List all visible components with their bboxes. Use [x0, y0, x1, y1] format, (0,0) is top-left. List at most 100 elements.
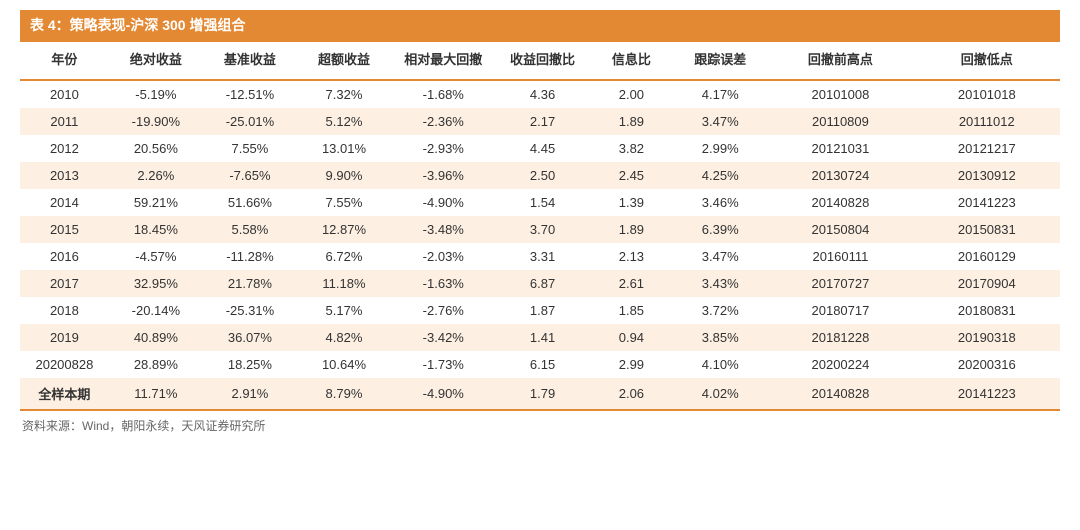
- table-cell: 3.82: [590, 135, 674, 162]
- table-cell: 20140828: [767, 378, 913, 410]
- table-cell: 2010: [20, 80, 109, 108]
- table-cell: 2011: [20, 108, 109, 135]
- table-cell: 7.55%: [203, 135, 297, 162]
- table-cell: 9.90%: [297, 162, 391, 189]
- table-cell: 2.13: [590, 243, 674, 270]
- table-cell: -4.57%: [109, 243, 203, 270]
- table-cell: 20130912: [914, 162, 1060, 189]
- table-cell: 1.89: [590, 108, 674, 135]
- table-cell: 20160129: [914, 243, 1060, 270]
- table-cell: 2.99: [590, 351, 674, 378]
- table-cell: 20200224: [767, 351, 913, 378]
- table-cell: 6.39%: [673, 216, 767, 243]
- table-cell: 2012: [20, 135, 109, 162]
- table-cell: 7.55%: [297, 189, 391, 216]
- table-row: 2020082828.89%18.25%10.64%-1.73%6.152.99…: [20, 351, 1060, 378]
- col-header: 回撤低点: [914, 41, 1060, 80]
- table-cell: 5.12%: [297, 108, 391, 135]
- table-cell: -3.42%: [391, 324, 496, 351]
- table-row: 201220.56%7.55%13.01%-2.93%4.453.822.99%…: [20, 135, 1060, 162]
- table-cell: -2.36%: [391, 108, 496, 135]
- table-cell: 5.17%: [297, 297, 391, 324]
- table-cell: -7.65%: [203, 162, 297, 189]
- table-cell: 20200828: [20, 351, 109, 378]
- table-cell: 4.10%: [673, 351, 767, 378]
- table-row: 全样本期11.71%2.91%8.79%-4.90%1.792.064.02%2…: [20, 378, 1060, 410]
- table-cell: 4.25%: [673, 162, 767, 189]
- table-cell: 20141223: [914, 189, 1060, 216]
- table-cell: 36.07%: [203, 324, 297, 351]
- col-header: 回撤前高点: [767, 41, 913, 80]
- table-row: 2011-19.90%-25.01%5.12%-2.36%2.171.893.4…: [20, 108, 1060, 135]
- table-title: 表 4：策略表现-沪深 300 增强组合: [20, 10, 1060, 40]
- table-cell: 3.85%: [673, 324, 767, 351]
- table-cell: 20140828: [767, 189, 913, 216]
- table-cell: 6.15: [496, 351, 590, 378]
- table-cell: 32.95%: [109, 270, 203, 297]
- table-cell: -12.51%: [203, 80, 297, 108]
- table-cell: 1.54: [496, 189, 590, 216]
- table-cell: 3.72%: [673, 297, 767, 324]
- table-cell: 2017: [20, 270, 109, 297]
- table-row: 20132.26%-7.65%9.90%-3.96%2.502.454.25%2…: [20, 162, 1060, 189]
- table-cell: -20.14%: [109, 297, 203, 324]
- table-cell: 20150804: [767, 216, 913, 243]
- table-cell: -3.48%: [391, 216, 496, 243]
- table-cell: 2.06: [590, 378, 674, 410]
- table-cell: 28.89%: [109, 351, 203, 378]
- table-cell: 20121031: [767, 135, 913, 162]
- col-header: 绝对收益: [109, 41, 203, 80]
- performance-table: 年份绝对收益基准收益超额收益相对最大回撤收益回撤比信息比跟踪误差回撤前高点回撤低…: [20, 40, 1060, 411]
- table-cell: -4.90%: [391, 378, 496, 410]
- table-row: 2018-20.14%-25.31%5.17%-2.76%1.871.853.7…: [20, 297, 1060, 324]
- table-row: 201459.21%51.66%7.55%-4.90%1.541.393.46%…: [20, 189, 1060, 216]
- table-cell: 3.70: [496, 216, 590, 243]
- table-cell: 18.45%: [109, 216, 203, 243]
- table-cell: 4.36: [496, 80, 590, 108]
- table-cell: 20180717: [767, 297, 913, 324]
- table-cell: 2016: [20, 243, 109, 270]
- table-cell: 40.89%: [109, 324, 203, 351]
- table-cell: 10.64%: [297, 351, 391, 378]
- table-cell: 2.45: [590, 162, 674, 189]
- table-cell: 8.79%: [297, 378, 391, 410]
- table-body: 2010-5.19%-12.51%7.32%-1.68%4.362.004.17…: [20, 80, 1060, 410]
- table-cell: 6.87: [496, 270, 590, 297]
- table-row: 201518.45%5.58%12.87%-3.48%3.701.896.39%…: [20, 216, 1060, 243]
- table-cell: 4.17%: [673, 80, 767, 108]
- table-row: 201732.95%21.78%11.18%-1.63%6.872.613.43…: [20, 270, 1060, 297]
- table-cell: 20111012: [914, 108, 1060, 135]
- table-cell: 6.72%: [297, 243, 391, 270]
- table-cell: 11.71%: [109, 378, 203, 410]
- table-cell: -1.73%: [391, 351, 496, 378]
- col-header: 相对最大回撤: [391, 41, 496, 80]
- table-cell: 1.87: [496, 297, 590, 324]
- table-cell: 3.47%: [673, 108, 767, 135]
- col-header: 收益回撤比: [496, 41, 590, 80]
- table-cell: 2013: [20, 162, 109, 189]
- table-cell: 2018: [20, 297, 109, 324]
- col-header: 年份: [20, 41, 109, 80]
- table-cell: 20110809: [767, 108, 913, 135]
- table-cell: 20101018: [914, 80, 1060, 108]
- table-cell: 2014: [20, 189, 109, 216]
- table-cell: -25.31%: [203, 297, 297, 324]
- table-cell: -25.01%: [203, 108, 297, 135]
- table-cell: 2.17: [496, 108, 590, 135]
- table-cell: 3.31: [496, 243, 590, 270]
- table-cell: 11.18%: [297, 270, 391, 297]
- table-cell: -1.68%: [391, 80, 496, 108]
- table-cell: 51.66%: [203, 189, 297, 216]
- col-header: 信息比: [590, 41, 674, 80]
- table-cell: -2.76%: [391, 297, 496, 324]
- table-cell: -3.96%: [391, 162, 496, 189]
- table-cell: 2.00: [590, 80, 674, 108]
- table-cell: 1.85: [590, 297, 674, 324]
- table-cell: 4.82%: [297, 324, 391, 351]
- table-cell: 2.91%: [203, 378, 297, 410]
- table-cell: 0.94: [590, 324, 674, 351]
- table-cell: -19.90%: [109, 108, 203, 135]
- table-cell: 18.25%: [203, 351, 297, 378]
- table-cell: 20181228: [767, 324, 913, 351]
- table-cell: 20180831: [914, 297, 1060, 324]
